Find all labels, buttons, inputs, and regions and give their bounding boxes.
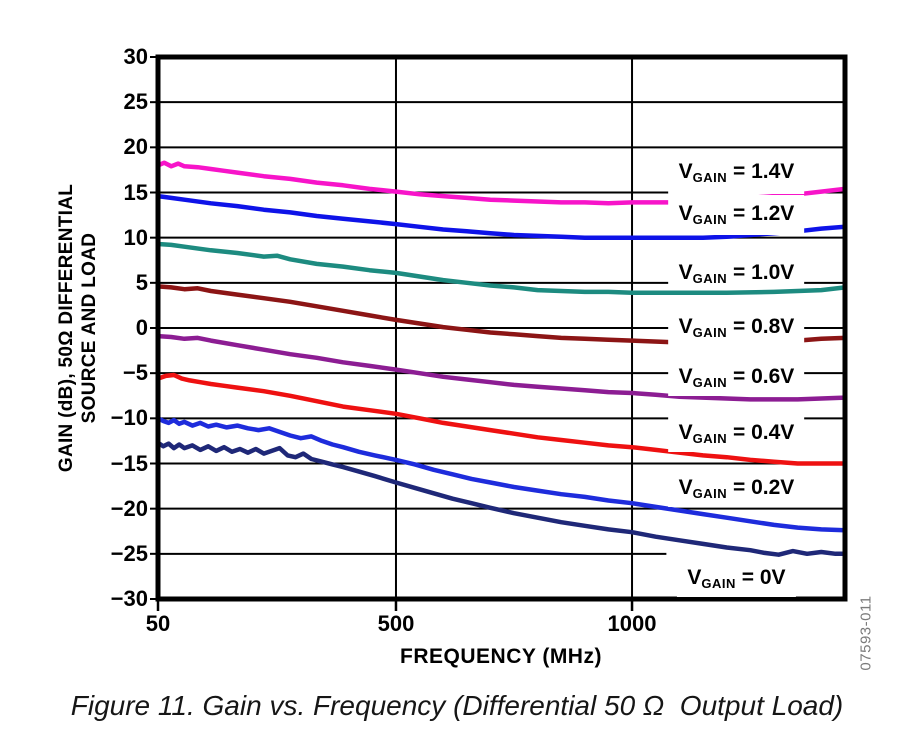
y-tick-label: 0 xyxy=(135,315,148,340)
series-label-vgain-1.2v: VGAIN = 1.2V xyxy=(668,195,805,236)
curve-vgain-0.4v xyxy=(157,372,845,466)
y-axis-title-line1: GAIN (dB), 50Ω DIFFERENTIAL xyxy=(56,183,77,473)
y-tick-label: 30 xyxy=(123,44,148,69)
y-tick-label: 15 xyxy=(123,179,148,205)
series-label-vgain-0.8v: VGAIN = 0.8V xyxy=(668,307,805,346)
curve-vgain-0.6v xyxy=(157,333,846,402)
series-label-vgain-1.0v: VGAIN = 1.0V xyxy=(668,254,805,288)
y-tick-label: −10 xyxy=(110,405,148,431)
series-label-vgain-0.6v: VGAIN = 0.6V xyxy=(668,358,805,397)
y-tick-label: −15 xyxy=(110,450,148,476)
series-label-vgain-1.4v: VGAIN = 1.4V xyxy=(668,152,805,194)
y-tick-label: −25 xyxy=(110,540,148,566)
figure-caption: Figure 11. Gain vs. Frequency (Different… xyxy=(70,690,844,721)
curve-vgain-0.2v xyxy=(156,416,846,533)
y-tick-label: 20 xyxy=(123,134,148,160)
y-tick-label: −5 xyxy=(122,360,148,386)
curve-vgain-0v xyxy=(156,440,845,557)
x-tick-label: 1000 xyxy=(607,611,657,636)
y-tick-label: 10 xyxy=(123,224,148,250)
x-axis-title: FREQUENCY (MHz) xyxy=(400,645,602,668)
x-tick-label: 500 xyxy=(377,611,415,636)
series-label-vgain-0.2v: VGAIN = 0.2V xyxy=(668,468,805,507)
y-tick-label: −30 xyxy=(110,586,148,611)
y-tick-label: −20 xyxy=(110,495,148,521)
x-tick-label: 50 xyxy=(145,611,171,636)
curve-vgain-1.0v xyxy=(157,241,846,296)
curve-vgain-1.2v xyxy=(157,193,846,240)
series-label-vgain-0.4v: VGAIN = 0.4V xyxy=(668,416,805,453)
watermark-code: 07593-011 xyxy=(857,595,875,671)
y-tick-label: 25 xyxy=(123,89,148,115)
plot-border xyxy=(155,54,848,602)
series-label-vgain-0v: VGAIN = 0V xyxy=(677,558,796,597)
y-tick-label: 5 xyxy=(135,269,148,295)
